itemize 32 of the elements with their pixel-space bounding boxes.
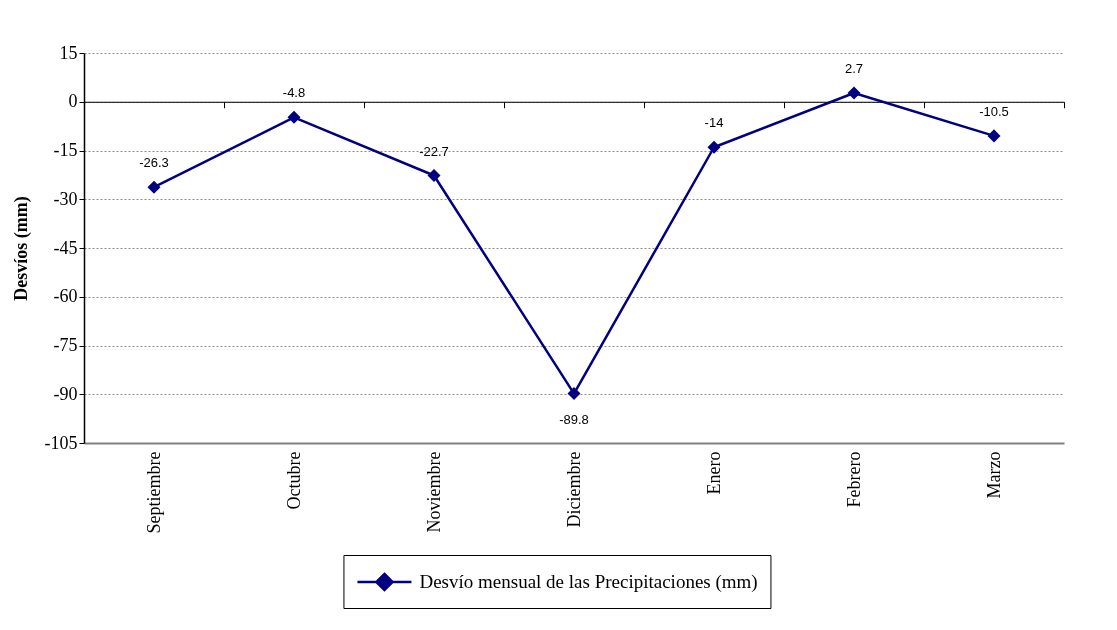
data-label: -10.5 — [979, 103, 1009, 119]
y-tick-label: -75 — [53, 335, 78, 355]
legend-label: Desvío mensual de las Precipitaciones (mm) — [419, 571, 758, 593]
y-tick-label: -60 — [53, 286, 78, 307]
data-label: 2.7 — [844, 60, 864, 76]
y-tick-label: -90 — [53, 383, 78, 404]
y-tick-label: -45 — [53, 237, 78, 258]
data-label: -26.3 — [139, 155, 169, 171]
x-tick-label: Octubre — [283, 451, 304, 510]
x-tick-label: Enero — [703, 451, 724, 495]
point — [427, 169, 441, 183]
point — [287, 110, 301, 124]
point — [567, 387, 581, 401]
point — [707, 140, 721, 154]
y-axis-title: Desvíos (mm) — [10, 196, 32, 301]
y-tick-label: 15 — [59, 42, 78, 63]
data-label: -89.8 — [559, 411, 589, 427]
point — [147, 180, 161, 194]
x-tick-label: Noviembre — [423, 451, 444, 533]
point — [987, 129, 1001, 143]
y-tick-label: 0 — [68, 91, 78, 112]
point — [847, 86, 861, 100]
x-tick-label: Diciembre — [563, 451, 584, 528]
x-tick-label: Septiembre — [143, 451, 164, 534]
x-tick-label: Febrero — [843, 451, 864, 508]
data-label: -14 — [704, 115, 724, 131]
data-label: -4.8 — [282, 85, 306, 101]
y-tick-label: -105 — [44, 432, 78, 453]
x-tick-label: Marzo — [983, 451, 1004, 499]
data-label: -22.7 — [419, 143, 449, 159]
y-tick-label: -15 — [53, 140, 78, 160]
y-tick-label: -30 — [53, 188, 78, 209]
